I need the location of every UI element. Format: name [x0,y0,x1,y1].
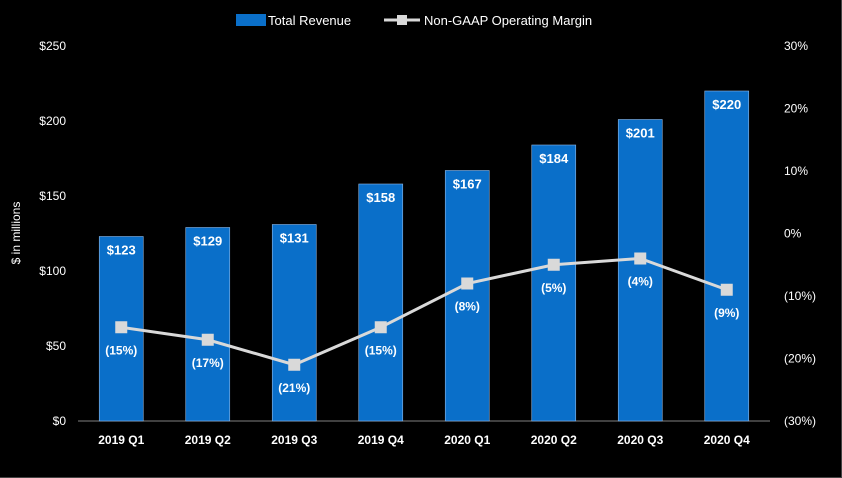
y2-axis: (30%) (20%) (10%) 0% 10% 20% 30% [784,39,816,428]
margin-label: (9%) [714,306,739,320]
x-tick-label: 2019 Q3 [271,433,317,447]
x-tick-label: 2020 Q1 [444,433,490,447]
legend: Total Revenue Non-GAAP Operating Margin [236,13,592,28]
revenue-bar-label: $184 [539,151,569,166]
margin-point [547,258,560,271]
legend-label-margin: Non-GAAP Operating Margin [424,13,592,28]
margin-point [461,277,474,290]
y2-tick-label: 20% [784,102,808,116]
y-tick-label: $200 [39,114,66,128]
bars [98,90,750,422]
y-axis: $0 $50 $100 $150 $200 $250 [39,39,66,428]
revenue-bar-label: $201 [626,126,655,141]
margin-point [634,252,647,265]
margin-labels: (15%) (17%) (21%) (15%) (8%) (5%) (4%) (9%) [105,275,739,395]
margin-label: (15%) [105,343,137,357]
margin-label: (17%) [192,356,224,370]
revenue-bar [617,119,663,422]
revenue-bar [531,144,577,422]
bar-labels: $123 $129 $131 $158 $167 $184 $201 $220 [107,97,741,258]
x-tick-label: 2020 Q4 [704,433,750,447]
revenue-bar-label: $158 [366,190,395,205]
revenue-bar [444,170,490,422]
y-tick-label: $50 [46,339,66,353]
margin-point [374,321,387,334]
revenue-bar-label: $129 [193,234,222,249]
x-axis: 2019 Q1 2019 Q2 2019 Q3 2019 Q4 2020 Q1 2020 … [98,433,750,447]
y-tick-label: $0 [53,414,67,428]
y2-tick-label: (30%) [784,414,816,428]
margin-point [720,283,733,296]
margin-line [121,256,728,367]
margin-label: (15%) [365,343,397,357]
legend-swatch-revenue [236,14,266,26]
margin-series [115,252,733,371]
x-tick-label: 2020 Q3 [617,433,663,447]
margin-label: (8%) [455,300,480,314]
x-tick-label: 2019 Q4 [358,433,404,447]
y2-tick-label: 10% [784,164,808,178]
margin-label: (5%) [541,281,566,295]
y2-tick-label: (10%) [784,289,816,303]
y2-tick-label: 0% [784,227,802,241]
revenue-bar [358,183,404,422]
legend-marker-margin [397,15,407,25]
x-tick-label: 2020 Q2 [531,433,577,447]
y-axis-title: $ in millions [9,202,23,265]
margin-point [201,333,214,346]
margin-label: (21%) [278,381,310,395]
y-tick-label: $250 [39,39,66,53]
revenue-bar-label: $220 [712,97,741,112]
x-tick-label: 2019 Q2 [185,433,231,447]
y-tick-label: $100 [39,264,66,278]
x-tick-label: 2019 Q1 [98,433,144,447]
revenue-bar [185,227,231,422]
revenue-bar-label: $131 [280,231,309,246]
revenue-bar-label: $123 [107,243,136,258]
legend-label-revenue: Total Revenue [268,13,351,28]
margin-point [115,321,128,334]
y2-tick-label: (20%) [784,352,816,366]
revenue-bar-label: $167 [453,177,482,192]
y-tick-label: $150 [39,189,66,203]
revenue-bar [271,224,317,422]
revenue-bar [704,90,750,422]
y2-tick-label: 30% [784,39,808,53]
margin-label: (4%) [628,275,653,289]
margin-point [288,358,301,371]
